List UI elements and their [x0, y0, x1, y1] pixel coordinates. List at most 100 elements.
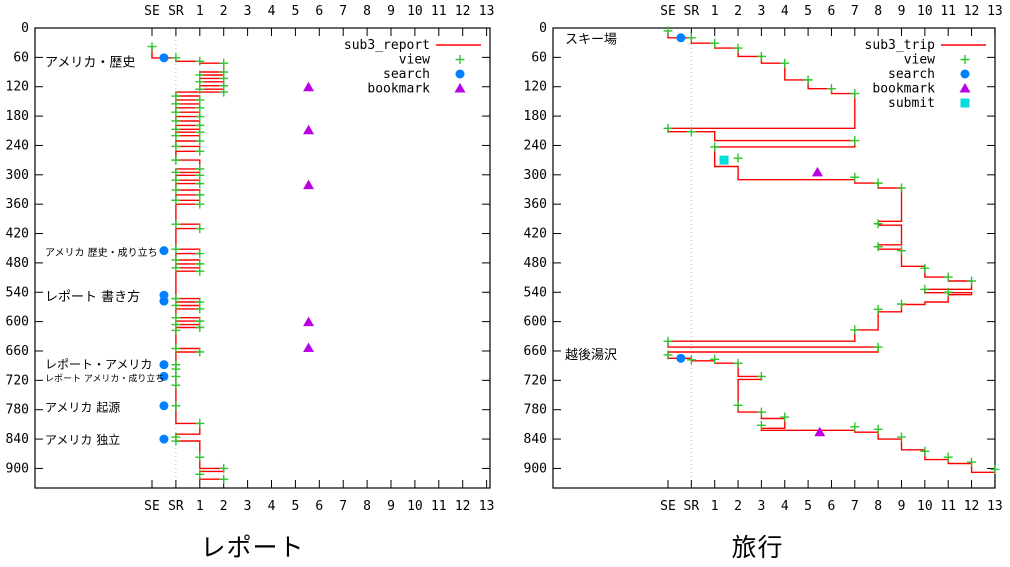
view-marker	[967, 276, 977, 286]
legend-marker-search	[960, 69, 970, 79]
view-marker	[733, 400, 743, 410]
x-tick-label-top: 9	[898, 4, 906, 19]
view-marker	[195, 224, 205, 234]
view-marker	[171, 116, 181, 126]
annotation-label: 越後湯沢	[565, 348, 617, 363]
legend-label-sub3_trip: sub3_trip	[865, 38, 936, 53]
x-tick-label-top: 5	[291, 4, 299, 19]
view-marker	[171, 155, 181, 165]
x-tick-label-bottom: 11	[940, 499, 956, 514]
y-tick-label: 360	[6, 197, 29, 212]
y-tick-label: 180	[524, 109, 547, 124]
view-marker	[195, 418, 205, 428]
y-tick-label: 300	[6, 168, 29, 183]
view-marker	[219, 463, 229, 473]
x-tick-label-top: 10	[407, 4, 423, 19]
legend-marker-search	[455, 69, 465, 79]
view-marker	[733, 358, 743, 368]
search-marker	[159, 53, 169, 63]
search-marker	[159, 296, 169, 306]
view-marker	[171, 141, 181, 151]
axis-box	[34, 27, 491, 489]
view-marker	[873, 242, 883, 252]
x-tick-label-bottom: 8	[874, 499, 882, 514]
view-marker	[897, 299, 906, 309]
annotation-label: アメリカ 独立	[45, 432, 120, 447]
x-tick-label-top: SE	[660, 4, 676, 19]
y-tick-label: 600	[524, 315, 547, 330]
bookmark-marker	[303, 124, 315, 135]
search-marker	[159, 371, 169, 381]
x-tick-label-bottom: 4	[781, 499, 789, 514]
x-tick-label-top: 7	[851, 4, 859, 19]
x-tick-label-bottom: SE	[144, 499, 160, 514]
view-marker	[171, 401, 181, 411]
view-marker	[920, 446, 930, 456]
y-tick-label: 480	[6, 256, 29, 271]
x-tick-label-top: 7	[339, 4, 347, 19]
view-marker	[803, 75, 813, 85]
view-marker	[897, 183, 906, 193]
view-marker	[686, 33, 696, 43]
x-tick-label-bottom: 4	[268, 499, 276, 514]
view-marker	[195, 56, 205, 66]
x-tick-label-bottom: 1	[711, 499, 719, 514]
view-marker	[850, 89, 860, 99]
report-plot: SESESRSR11223344556677889910101111121213…	[6, 4, 495, 514]
view-marker	[850, 325, 860, 335]
view-marker	[686, 127, 696, 137]
y-tick-label: 360	[524, 197, 547, 212]
view-marker	[171, 185, 181, 195]
search-marker	[159, 434, 169, 444]
trip-plot: SESESRSR11223344556677889910101111121213…	[524, 4, 1003, 514]
view-marker	[873, 178, 883, 188]
view-marker	[663, 336, 673, 346]
view-marker	[826, 84, 836, 94]
view-marker	[171, 436, 181, 446]
legend-marker-view	[960, 55, 970, 64]
annotation-label: レポート アメリカ・成り立ち	[45, 372, 164, 384]
view-marker	[171, 371, 181, 381]
x-tick-label-top: 4	[268, 4, 276, 19]
x-tick-label-bottom: 10	[407, 499, 423, 514]
x-tick-label-bottom: 13	[987, 499, 1003, 514]
view-marker	[850, 172, 860, 182]
legend-label-submit: submit	[888, 96, 935, 111]
axis-box	[552, 27, 996, 489]
x-tick-label-bottom: 2	[220, 499, 228, 514]
view-marker	[171, 380, 181, 390]
annotation-label: スキー場	[565, 33, 617, 48]
search-marker	[676, 33, 686, 43]
search-marker	[159, 246, 169, 256]
view-marker	[943, 272, 953, 282]
search-marker	[676, 353, 686, 363]
y-tick-label: 60	[531, 50, 547, 65]
y-tick-label: 540	[524, 285, 547, 300]
legend-marker-bookmark	[959, 83, 971, 93]
x-tick-label-top: 8	[874, 4, 882, 19]
view-marker	[195, 347, 205, 357]
x-tick-label-top: 12	[964, 4, 980, 19]
view-marker	[756, 371, 766, 381]
x-tick-label-top: SE	[144, 4, 160, 19]
legend-label-view: view	[904, 53, 935, 68]
x-tick-label-bottom: SR	[168, 499, 184, 514]
view-marker	[686, 355, 696, 365]
legend-label-bookmark: bookmark	[872, 82, 935, 97]
x-tick-label-top: 9	[387, 4, 395, 19]
view-marker	[195, 170, 205, 180]
x-tick-label-top: 10	[917, 4, 933, 19]
x-tick-label-bottom: 5	[804, 499, 812, 514]
view-marker	[171, 300, 181, 310]
view-marker	[195, 322, 205, 332]
view-marker	[195, 179, 205, 189]
x-tick-label-bottom: 6	[828, 499, 836, 514]
step-path	[151, 46, 225, 480]
x-tick-label-bottom: 5	[291, 499, 299, 514]
view-marker	[219, 474, 229, 484]
view-marker	[171, 219, 181, 229]
x-tick-label-bottom: SE	[660, 499, 676, 514]
y-tick-label: 240	[524, 138, 547, 153]
view-marker	[171, 53, 181, 63]
submit-marker	[719, 155, 729, 165]
